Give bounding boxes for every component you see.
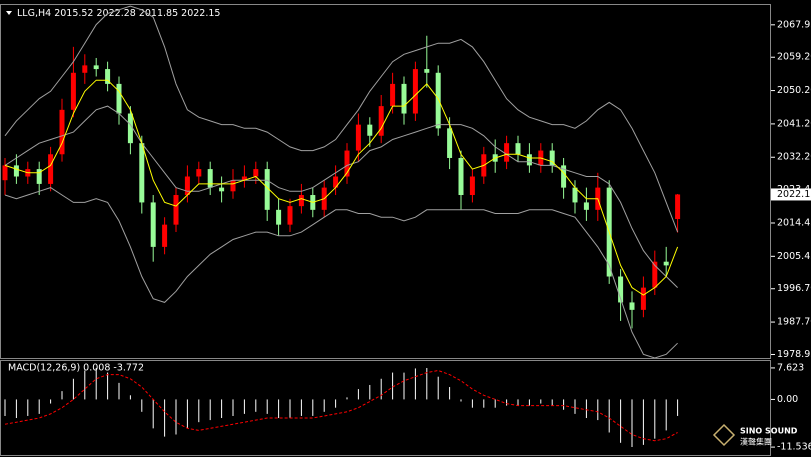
candle-body bbox=[59, 109, 65, 155]
open: 2015.52 bbox=[54, 8, 93, 19]
candle-body bbox=[458, 157, 464, 196]
candle-body bbox=[618, 276, 624, 303]
candle-body bbox=[390, 83, 396, 107]
candle-body bbox=[173, 195, 179, 225]
candle-body bbox=[469, 176, 475, 196]
candle-body bbox=[230, 180, 236, 192]
menu-arrow[interactable] bbox=[6, 11, 12, 15]
candle-body bbox=[367, 124, 373, 136]
low: 2011.85 bbox=[139, 8, 178, 19]
logo-name-cn: 漢聲集團 bbox=[740, 437, 772, 447]
candle-body bbox=[355, 124, 361, 151]
candle-body bbox=[412, 69, 418, 114]
candle-body bbox=[253, 169, 259, 177]
macd-plot bbox=[4, 368, 679, 447]
axes: 2067.952059.202050.202041.202032.202023.… bbox=[771, 19, 811, 453]
y-tick-label: 1978.95 bbox=[777, 349, 811, 360]
last-price-label: 2022.15 bbox=[777, 189, 811, 200]
candle-body bbox=[572, 187, 578, 203]
candle-body bbox=[93, 65, 99, 70]
y-tick-label: 2005.45 bbox=[777, 251, 811, 262]
candle-body bbox=[583, 202, 589, 210]
macd-frame bbox=[0, 360, 771, 456]
line bbox=[4, 369, 678, 442]
candle-body bbox=[241, 176, 247, 181]
y-tick-label: -11.536 bbox=[777, 442, 811, 453]
logo-icon bbox=[712, 423, 736, 447]
candle-body bbox=[70, 72, 76, 110]
candle-body bbox=[549, 150, 555, 166]
candle-body bbox=[447, 128, 453, 158]
candle-body bbox=[378, 106, 384, 136]
logo-name: SINO SOUND bbox=[740, 427, 798, 436]
line bbox=[4, 105, 678, 288]
candle-body bbox=[561, 165, 567, 188]
candle-body bbox=[504, 143, 510, 162]
candle-body bbox=[652, 261, 658, 288]
logo: SINO SOUND 漢聲集團 bbox=[712, 423, 798, 447]
last-price-box bbox=[771, 188, 811, 201]
candle-body bbox=[36, 169, 42, 184]
candle-body bbox=[48, 154, 54, 184]
line bbox=[4, 79, 679, 296]
price-plot bbox=[2, 5, 681, 358]
y-tick-label: 2032.20 bbox=[777, 152, 811, 163]
candle-body bbox=[287, 206, 293, 225]
y-tick-label: 2050.20 bbox=[777, 85, 811, 96]
candle-body bbox=[276, 209, 282, 225]
candle-body bbox=[207, 169, 213, 188]
candle-body bbox=[401, 83, 407, 114]
candle-body bbox=[162, 224, 168, 247]
y-tick-label: 7.623 bbox=[777, 362, 804, 373]
candle-body bbox=[196, 169, 202, 177]
candle-body bbox=[298, 195, 304, 207]
candle-body bbox=[663, 261, 669, 266]
y-tick-label: 1996.70 bbox=[777, 283, 811, 294]
candle-body bbox=[184, 176, 190, 196]
candle-body bbox=[219, 187, 225, 192]
header: LLG,H4 2015.52 2022.28 2011.85 2022.15 bbox=[17, 8, 220, 19]
candle-body bbox=[515, 143, 521, 155]
candle-body bbox=[82, 65, 88, 73]
close: 2022.15 bbox=[181, 8, 220, 19]
candle-body bbox=[435, 72, 441, 129]
y-tick-label: 1987.70 bbox=[777, 317, 811, 328]
candle-body bbox=[116, 83, 122, 114]
candle-body bbox=[424, 69, 430, 73]
candle-body bbox=[2, 165, 8, 181]
y-tick-label: 0.00 bbox=[777, 394, 798, 405]
y-tick-label: 2041.20 bbox=[777, 118, 811, 129]
candle-body bbox=[13, 165, 19, 177]
candle-body bbox=[344, 150, 350, 177]
main-frame bbox=[0, 4, 771, 359]
candle-body bbox=[526, 154, 532, 166]
candle-body bbox=[629, 302, 635, 310]
high: 2022.28 bbox=[97, 8, 136, 19]
candle-body bbox=[139, 143, 145, 203]
candle-body bbox=[127, 113, 133, 144]
y-tick-label: 2059.20 bbox=[777, 52, 811, 63]
macd-title: MACD(12,26,9) 0.008 -3.772 bbox=[8, 363, 144, 374]
candle-body bbox=[105, 69, 111, 84]
y-tick-label: 2014.45 bbox=[777, 217, 811, 228]
line bbox=[4, 5, 679, 233]
candle-body bbox=[264, 169, 270, 210]
candle-body bbox=[640, 287, 646, 310]
y-tick-label: 2067.95 bbox=[777, 19, 811, 30]
candle-body bbox=[150, 202, 156, 247]
line bbox=[4, 187, 678, 358]
symbol: LLG,H4 bbox=[17, 8, 51, 19]
candle-body bbox=[675, 194, 681, 220]
candle-body bbox=[333, 176, 339, 188]
